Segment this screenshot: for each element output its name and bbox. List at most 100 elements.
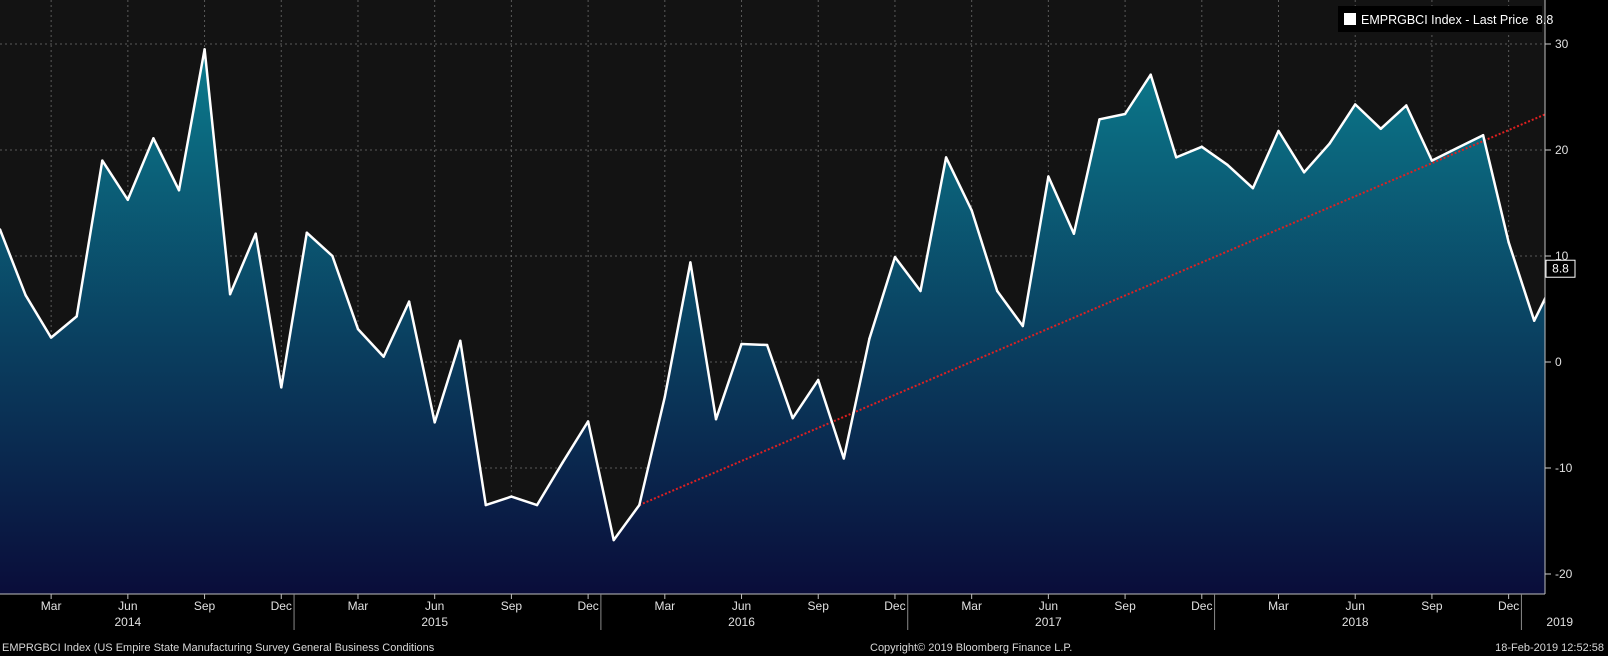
legend-label: EMPRGBCI Index - Last Price 8.8: [1361, 13, 1553, 27]
last-price-tag: 8.8: [1545, 259, 1576, 278]
y-tick-label: -20: [1555, 567, 1573, 581]
y-tick-label: 20: [1555, 143, 1569, 157]
x-tick-label: Sep: [1421, 599, 1443, 613]
series-points: [0, 48, 1536, 542]
x-tick-label: Dec: [884, 599, 905, 613]
data-point-2018-03: [1277, 129, 1280, 133]
y-axis: 30 20 10 0 -10 -20: [1544, 0, 1573, 594]
data-point-2016-10: [842, 457, 845, 460]
data-point-2015-06: [433, 421, 436, 424]
data-point-2017-01: [919, 289, 922, 293]
data-point-2018-11: [1481, 134, 1485, 137]
data-point-2016-04: [689, 261, 692, 264]
data-point-2016-05: [714, 418, 718, 421]
last-price-tag-value: 8.8: [1552, 262, 1569, 276]
legend-box: [1338, 6, 1542, 32]
x-tick-label: Mar: [348, 599, 369, 613]
data-point-2015-09: [510, 495, 513, 498]
data-point-2016-06: [740, 342, 743, 346]
x-tick-label: Mar: [654, 599, 675, 613]
footer: EMPRGBCI Index (US Empire State Manufact…: [0, 640, 1608, 656]
data-point-2014-03: [49, 336, 53, 339]
data-point-2018-10: [1456, 146, 1459, 150]
x-tick-label: Jun: [425, 599, 444, 613]
data-point-2017-11: [1175, 156, 1178, 159]
data-point-2014-11: [254, 232, 257, 235]
data-point-2014-08: [177, 189, 181, 192]
data-point-2016-02: [638, 503, 641, 507]
x-year-label: 2017: [1035, 615, 1062, 629]
data-point-2017-03: [970, 209, 973, 212]
data-point-2018-09: [1430, 159, 1434, 162]
x-tick-label: Sep: [1114, 599, 1136, 613]
footer-description: EMPRGBCI Index (US Empire State Manufact…: [2, 642, 435, 654]
data-point-2015-05: [407, 300, 411, 303]
footer-timestamp: 18-Feb-2019 12:52:58: [1495, 642, 1604, 654]
y-tick-label: 0: [1555, 355, 1562, 369]
data-point-2014-09: [203, 48, 206, 51]
data-point-2014-02: [24, 294, 27, 297]
x-tick-label: Sep: [194, 599, 216, 613]
data-point-2014-06: [126, 198, 129, 201]
data-point-2014-01: [0, 228, 2, 231]
x-year-label: 2018: [1342, 615, 1369, 629]
data-point-2015-03: [356, 327, 360, 331]
data-point-2014-05: [101, 159, 104, 162]
y-tick-label: 30: [1555, 37, 1569, 51]
data-point-2017-08: [1098, 118, 1101, 121]
data-point-2018-01: [1226, 163, 1229, 166]
data-point-2015-10: [535, 503, 539, 507]
data-point-2014-10: [228, 293, 232, 296]
footer-copyright: Copyright© 2019 Bloomberg Finance L.P.: [870, 642, 1073, 654]
data-point-2016-08: [791, 417, 794, 420]
last-price-tag-box: [1545, 259, 1576, 278]
data-point-2017-04: [996, 289, 999, 293]
data-point-2015-07: [459, 339, 462, 342]
data-point-2017-05: [1021, 324, 1024, 328]
data-point-2015-02: [331, 254, 334, 258]
data-point-2015-11: [561, 461, 564, 464]
data-point-2016-11: [868, 337, 871, 340]
data-point-2014-07: [152, 137, 155, 140]
data-point-2018-04: [1302, 171, 1306, 174]
data-point-2017-09: [1123, 112, 1127, 116]
x-tick-label: Sep: [808, 599, 830, 613]
x-tick-label: Sep: [501, 599, 523, 613]
series-area: [0, 49, 1545, 594]
legend-swatch: [1344, 13, 1356, 25]
x-tick-label: Jun: [1039, 599, 1058, 613]
x-tick-label: Mar: [961, 599, 982, 613]
data-point-2015-12: [586, 420, 590, 423]
data-point-2014-04: [75, 315, 78, 318]
data-point-2018-05: [1328, 142, 1331, 145]
data-point-2015-01: [305, 231, 308, 234]
x-year-label: 2014: [114, 615, 141, 629]
data-point-2015-04: [382, 355, 385, 358]
x-year-label: 2019: [1546, 615, 1573, 629]
data-point-2017-02: [944, 156, 948, 159]
data-point-2018-02: [1251, 187, 1255, 190]
data-point-2016-12: [893, 255, 897, 259]
x-tick-label: Jun: [732, 599, 751, 613]
series-line: [0, 48, 1545, 542]
data-point-2019-01: [1533, 319, 1536, 322]
legend: EMPRGBCI Index - Last Price 8.8: [1338, 6, 1553, 32]
data-point-2015-08: [484, 503, 487, 507]
x-tick-label: Jun: [1346, 599, 1365, 613]
data-point-2017-07: [1072, 232, 1076, 235]
x-tick-label: Jun: [118, 599, 137, 613]
x-year-label: 2015: [421, 615, 448, 629]
x-tick-label: Dec: [577, 599, 598, 613]
data-point-2018-07: [1379, 127, 1383, 130]
x-tick-label: Dec: [271, 599, 292, 613]
x-tick-label: Mar: [1268, 599, 1289, 613]
x-tick-label: Dec: [1191, 599, 1212, 613]
x-tick-label: Dec: [1498, 599, 1519, 613]
data-point-2017-06: [1047, 175, 1050, 178]
data-point-2016-09: [817, 378, 820, 382]
data-point-2018-08: [1405, 104, 1408, 107]
y-tick-label: -10: [1555, 461, 1573, 475]
x-year-label: 2016: [728, 615, 755, 629]
data-point-2018-06: [1354, 103, 1357, 106]
